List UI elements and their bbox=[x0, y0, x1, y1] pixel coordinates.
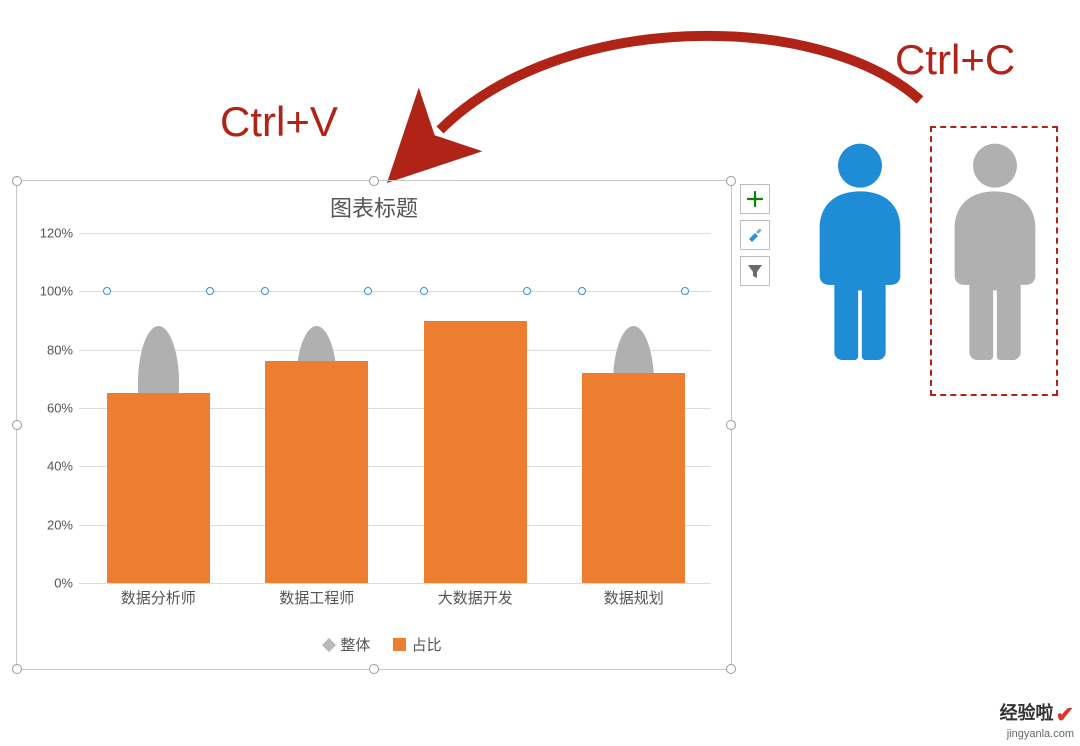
paste-label: Ctrl+V bbox=[220, 98, 338, 146]
series-marker bbox=[364, 287, 372, 295]
resize-handle[interactable] bbox=[369, 176, 379, 186]
ytick-label: 100% bbox=[27, 284, 73, 299]
bar-group bbox=[582, 233, 685, 583]
ytick-label: 120% bbox=[27, 226, 73, 241]
chart-title: 图表标题 bbox=[17, 181, 731, 227]
person-source-icon[interactable] bbox=[805, 140, 915, 360]
series-marker bbox=[523, 287, 531, 295]
legend-label: 整体 bbox=[340, 637, 370, 654]
watermark-title: 经验啦 bbox=[1000, 703, 1054, 723]
series-marker bbox=[420, 287, 428, 295]
resize-handle[interactable] bbox=[12, 176, 22, 186]
resize-handle[interactable] bbox=[369, 664, 379, 674]
resize-handle[interactable] bbox=[726, 420, 736, 430]
watermark: 经验啦✔ jingyanla.com bbox=[1000, 699, 1074, 740]
ytick-label: 0% bbox=[27, 576, 73, 591]
resize-handle[interactable] bbox=[726, 664, 736, 674]
xtick-label: 数据工程师 bbox=[238, 587, 397, 608]
chart-styles-button[interactable] bbox=[740, 220, 770, 250]
chart-container[interactable]: 图表标题 0%20%40%60%80%100%120% 数据分析师数据工程师大数… bbox=[16, 180, 732, 670]
bar-group bbox=[107, 233, 210, 583]
bar-group bbox=[424, 233, 527, 583]
legend-swatch-series0 bbox=[322, 637, 336, 651]
plot-area: 0%20%40%60%80%100%120% bbox=[79, 233, 711, 583]
series-bar bbox=[582, 373, 685, 583]
chart-filters-button[interactable] bbox=[740, 256, 770, 286]
series-marker bbox=[103, 287, 111, 295]
resize-handle[interactable] bbox=[12, 664, 22, 674]
chart-side-buttons bbox=[740, 184, 770, 292]
resize-handle[interactable] bbox=[726, 176, 736, 186]
copy-label: Ctrl+C bbox=[895, 36, 1015, 84]
bar-group bbox=[265, 233, 368, 583]
resize-handle[interactable] bbox=[12, 420, 22, 430]
legend-label: 占比 bbox=[412, 637, 442, 654]
series-marker bbox=[681, 287, 689, 295]
series-marker bbox=[261, 287, 269, 295]
xtick-label: 大数据开发 bbox=[396, 587, 555, 608]
ytick-label: 20% bbox=[27, 517, 73, 532]
legend-swatch-series1 bbox=[393, 638, 406, 651]
legend: 整体 占比 bbox=[17, 634, 731, 655]
series-marker bbox=[206, 287, 214, 295]
check-icon: ✔ bbox=[1056, 702, 1074, 728]
ytick-label: 40% bbox=[27, 459, 73, 474]
xtick-label: 数据分析师 bbox=[79, 587, 238, 608]
ytick-label: 60% bbox=[27, 401, 73, 416]
chart-elements-button[interactable] bbox=[740, 184, 770, 214]
series-bar bbox=[265, 361, 368, 583]
series-bar bbox=[107, 393, 210, 583]
watermark-url: jingyanla.com bbox=[1000, 728, 1074, 740]
xtick-label: 数据规划 bbox=[555, 587, 714, 608]
person-copy-icon[interactable] bbox=[940, 140, 1050, 360]
series-bar bbox=[424, 321, 527, 584]
ytick-label: 80% bbox=[27, 342, 73, 357]
x-axis: 数据分析师数据工程师大数据开发数据规划 bbox=[79, 583, 711, 611]
series-marker bbox=[578, 287, 586, 295]
